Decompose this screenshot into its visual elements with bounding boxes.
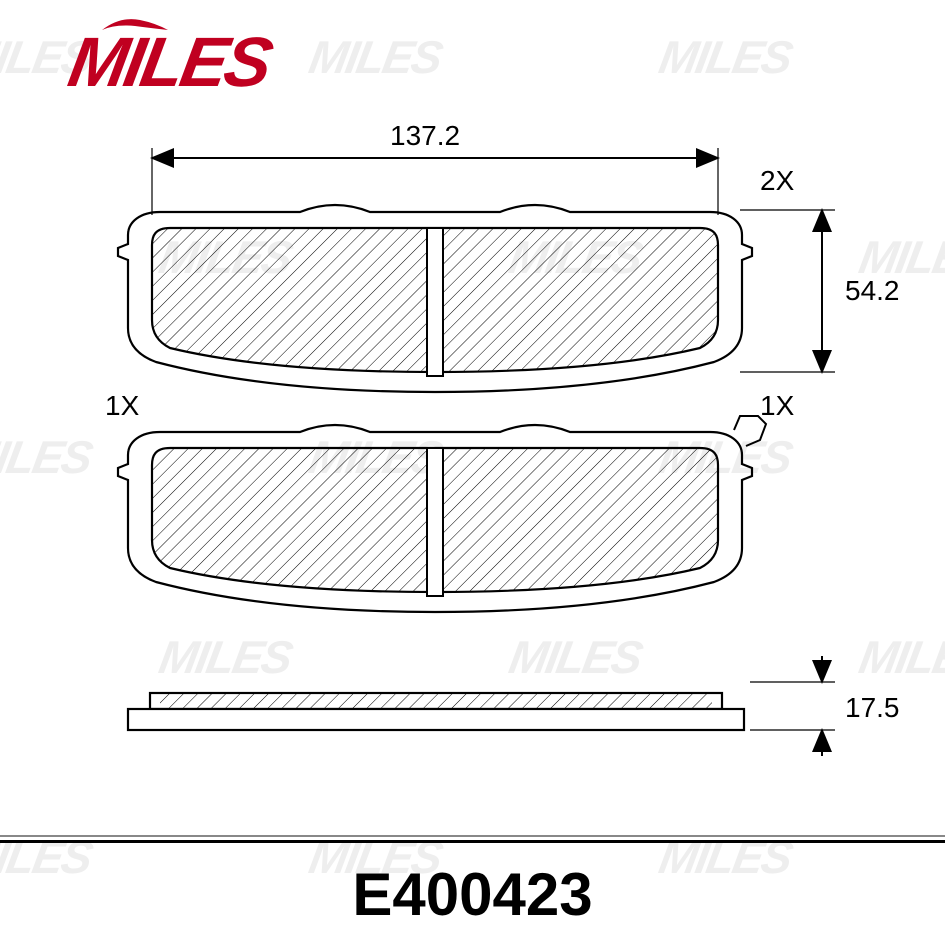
diagram-container: MILESMILESMILESESMILESMILESMILESMILESMIL… — [0, 0, 945, 945]
part-number-text: E400423 — [352, 860, 592, 929]
pad-side-view — [128, 693, 744, 730]
part-number-footer: E400423 — [0, 840, 945, 945]
footer-divider — [0, 835, 945, 837]
technical-drawing — [0, 0, 945, 840]
